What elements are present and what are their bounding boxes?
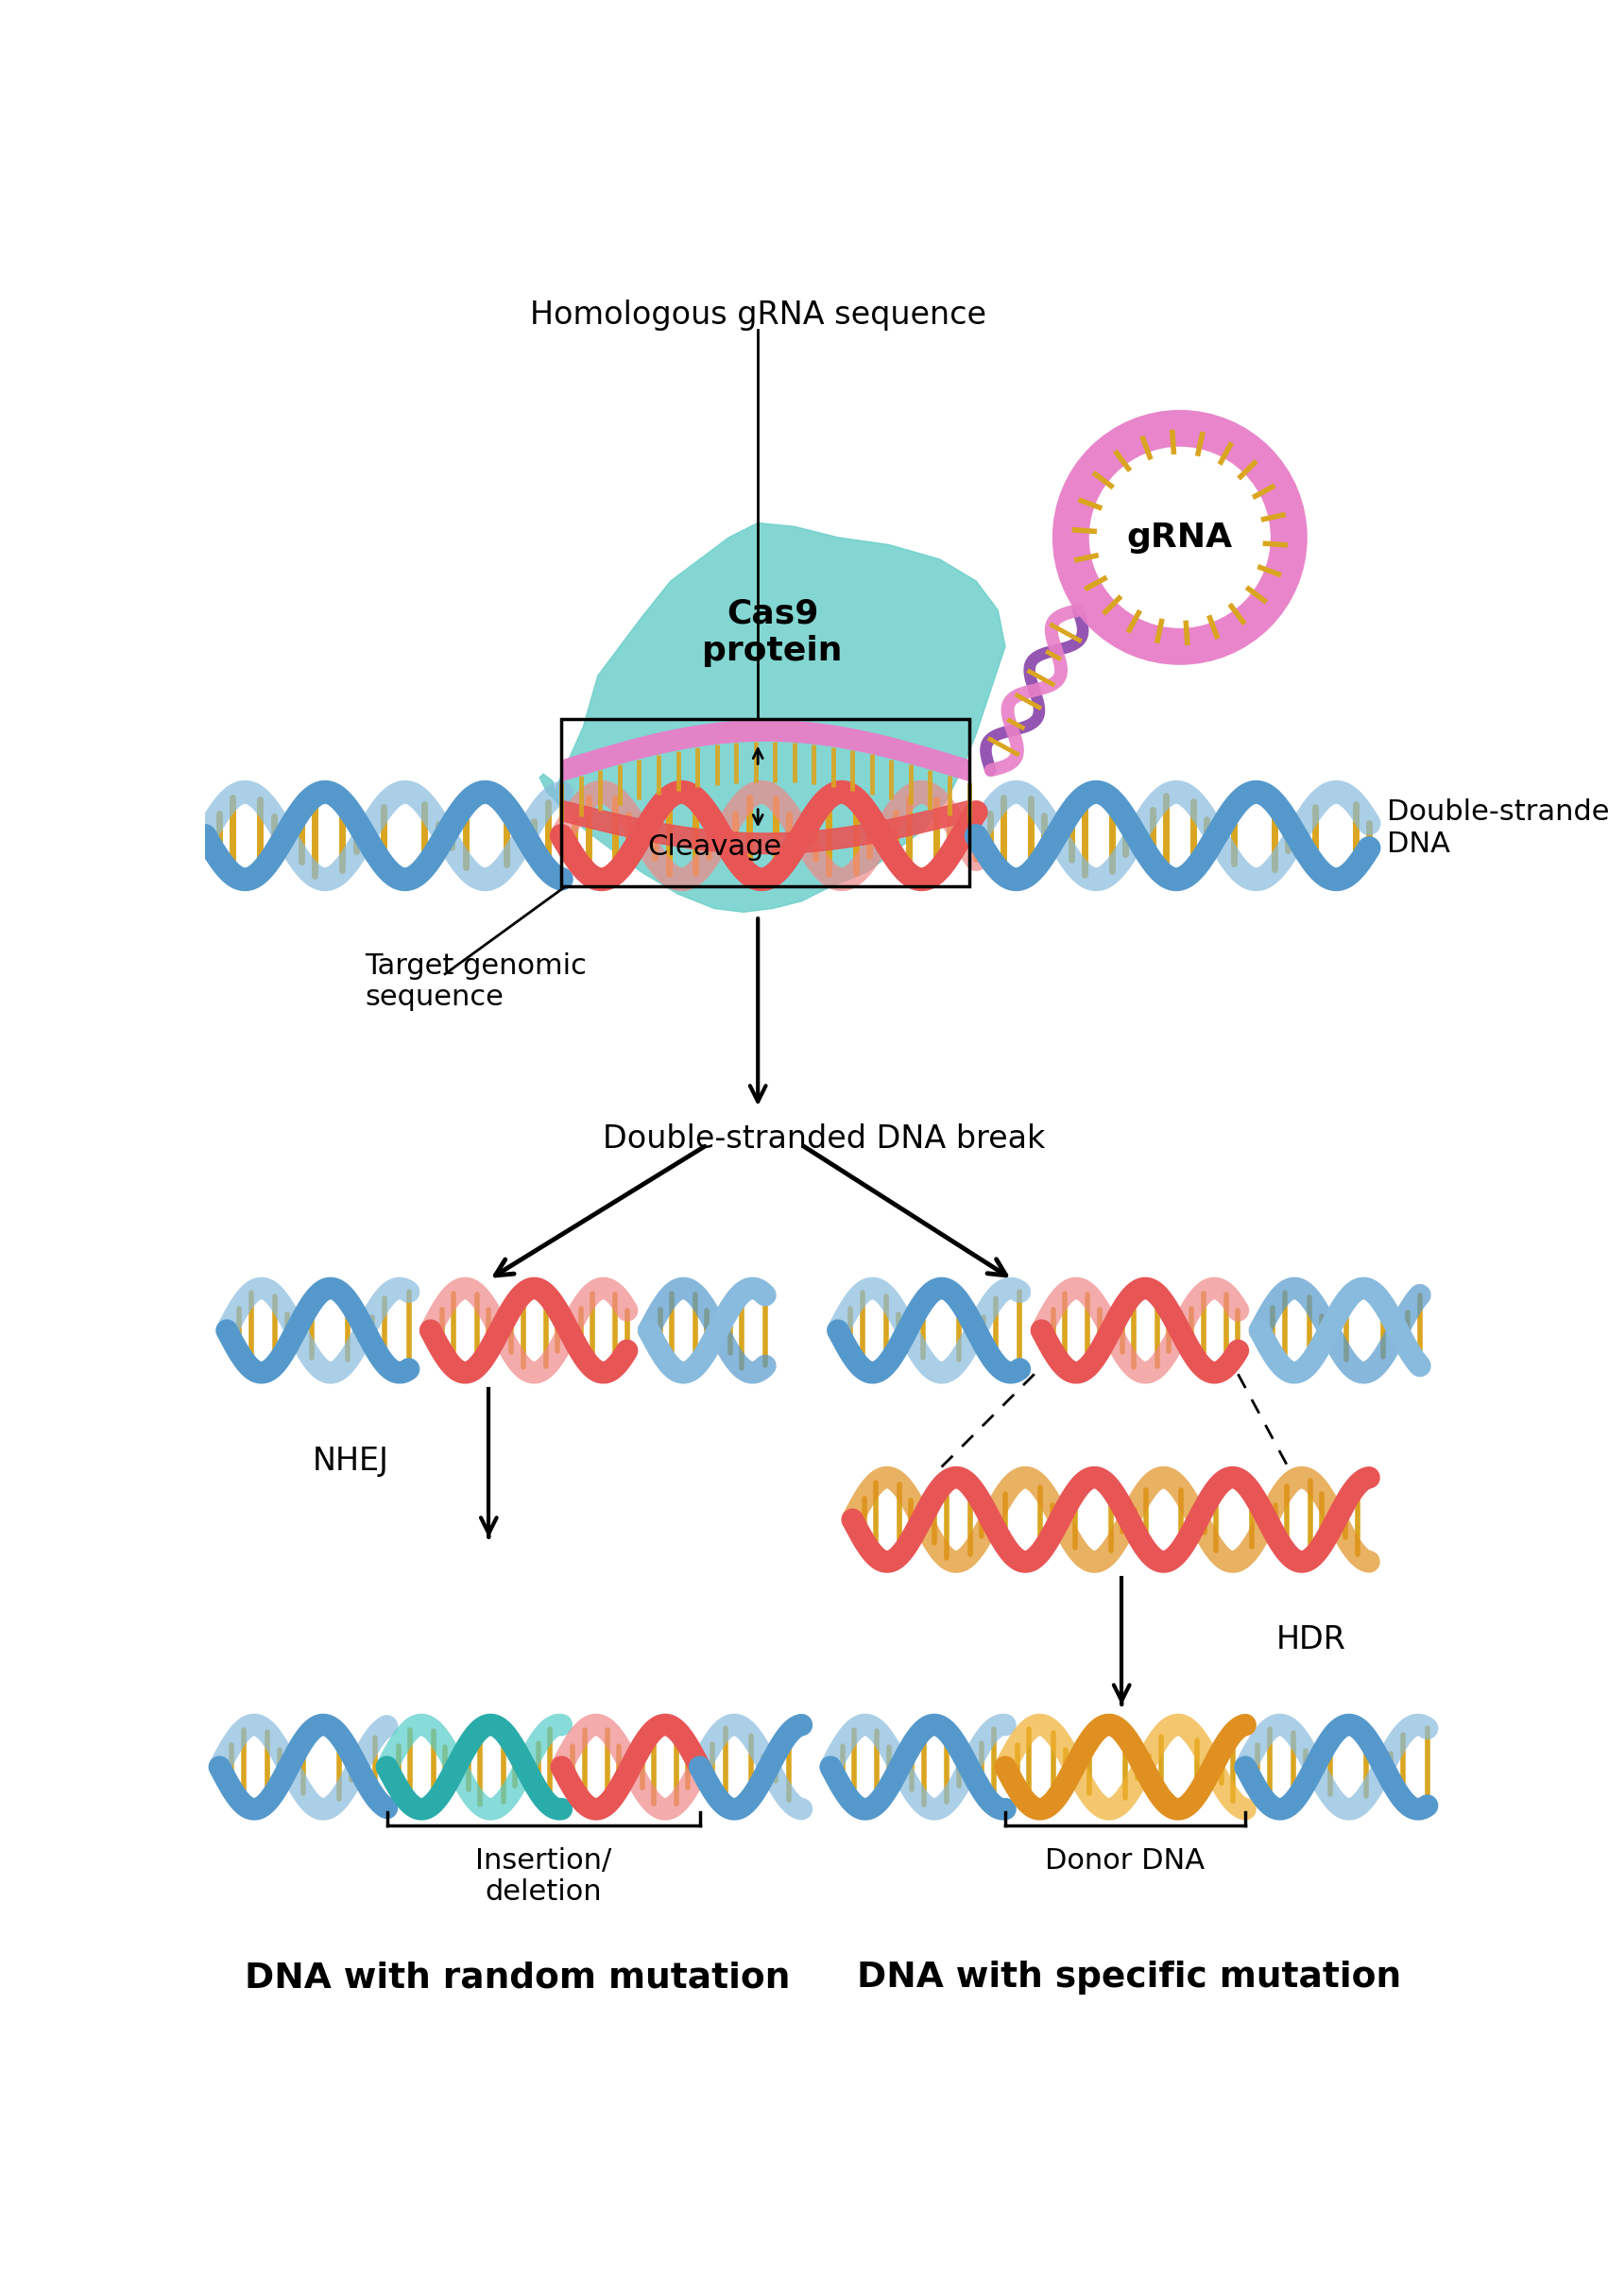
Circle shape [1071, 429, 1290, 647]
Polygon shape [540, 523, 1005, 912]
Text: Cleavage: Cleavage [646, 833, 781, 861]
Text: Homologous gRNA sequence: Homologous gRNA sequence [529, 301, 986, 331]
Text: NHEJ: NHEJ [312, 1446, 389, 1476]
Text: Double-stranded
DNA: Double-stranded DNA [1388, 799, 1608, 859]
Text: gRNA: gRNA [1127, 521, 1233, 553]
Text: DNA with random mutation: DNA with random mutation [244, 1961, 791, 1995]
Text: Cas9
protein: Cas9 protein [703, 597, 843, 666]
Text: Insertion/
deletion: Insertion/ deletion [474, 1846, 611, 1906]
Text: HDR: HDR [1275, 1623, 1346, 1655]
Text: Double-stranded DNA break: Double-stranded DNA break [603, 1123, 1045, 1155]
Text: DNA with specific mutation: DNA with specific mutation [857, 1961, 1401, 1995]
Text: Donor DNA: Donor DNA [1045, 1846, 1204, 1874]
Text: Target genomic
sequence: Target genomic sequence [365, 953, 587, 1010]
